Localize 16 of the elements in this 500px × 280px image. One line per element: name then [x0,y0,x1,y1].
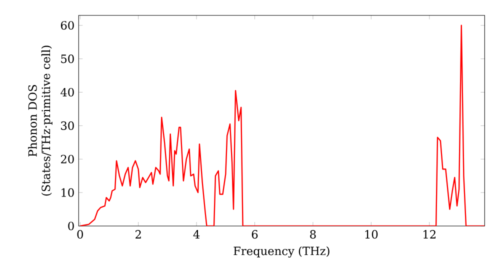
y-tick-label: 60 [60,21,74,30]
y-tick-label: 30 [61,121,74,130]
y-tick-label: 10 [62,188,74,197]
x-tick-label: 4 [193,230,200,238]
x-tick-label: 12 [424,230,436,238]
y-tick-label: 50 [61,54,74,64]
y-axis-title: Phonon DOS (States/THz·primitive cell) [28,46,52,196]
x-axis-title: Frequency (THz) [234,246,330,258]
y-tick-label: 0 [68,222,74,230]
x-tick-label: 6 [252,230,258,239]
y-tick-label: 20 [60,154,74,164]
x-tick-label: 8 [310,230,316,239]
x-tick-label: 0 [77,230,83,239]
x-tick-label: 10 [365,230,378,239]
x-tick-label: 2 [136,230,141,238]
y-tick-label: 40 [60,88,74,97]
